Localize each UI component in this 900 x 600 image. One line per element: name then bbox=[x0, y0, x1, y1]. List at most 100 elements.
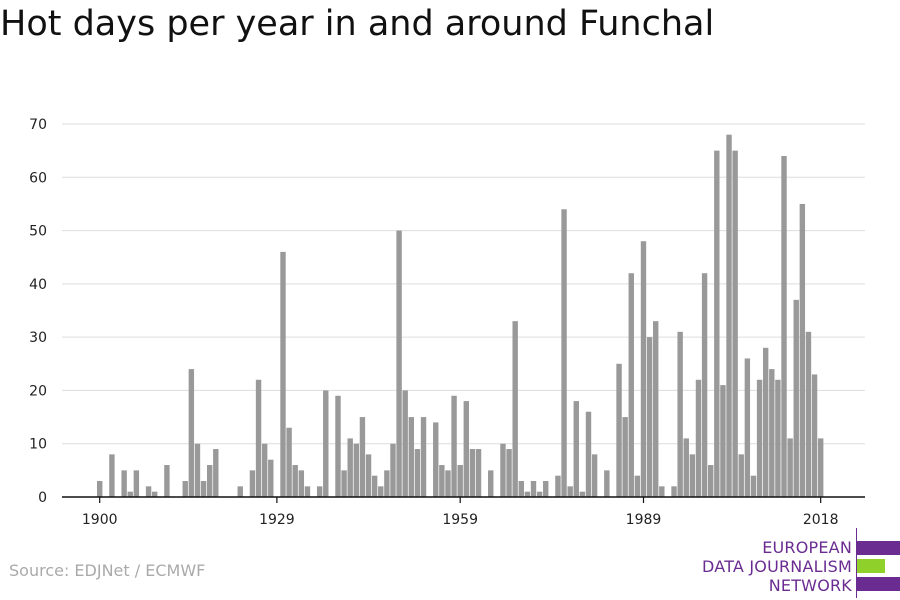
bar bbox=[817, 438, 824, 497]
logo-bar-green bbox=[857, 559, 885, 573]
x-axis-ticks: 1900 1929 1959 1989 2018 bbox=[82, 497, 839, 528]
bar bbox=[555, 475, 561, 497]
bar bbox=[298, 470, 305, 497]
bar bbox=[164, 465, 170, 497]
bar bbox=[628, 273, 634, 497]
x-tick-label: 1959 bbox=[442, 512, 478, 528]
bar bbox=[793, 299, 799, 497]
bar bbox=[151, 491, 158, 497]
bar bbox=[323, 390, 329, 497]
bar bbox=[145, 486, 152, 497]
bar bbox=[194, 443, 201, 497]
edjnet-logo: EUROPEAN DATA JOURNALISM NETWORK bbox=[700, 528, 900, 598]
y-tick-label: 0 bbox=[38, 490, 47, 506]
bar bbox=[237, 486, 243, 497]
bar bbox=[781, 155, 787, 497]
bar bbox=[714, 150, 720, 497]
bar bbox=[408, 417, 415, 497]
y-tick-label: 60 bbox=[29, 170, 47, 186]
bar bbox=[127, 491, 133, 497]
bar bbox=[646, 337, 653, 497]
bar bbox=[677, 331, 683, 497]
bar bbox=[683, 438, 689, 497]
bar bbox=[359, 417, 366, 497]
bar bbox=[738, 454, 744, 497]
y-tick-label: 40 bbox=[29, 277, 47, 293]
bar bbox=[500, 443, 506, 497]
bar bbox=[701, 273, 708, 497]
bar bbox=[653, 321, 659, 497]
bar bbox=[292, 465, 298, 497]
bar bbox=[506, 449, 512, 497]
bar bbox=[335, 395, 341, 497]
bar bbox=[188, 369, 195, 497]
bar bbox=[280, 251, 286, 497]
bar bbox=[726, 134, 732, 497]
bar bbox=[604, 470, 610, 497]
bar bbox=[420, 417, 427, 497]
bar bbox=[616, 363, 622, 497]
source-note: Source: EDJNet / ECMWF bbox=[9, 561, 206, 580]
bar bbox=[634, 475, 641, 497]
bar bbox=[708, 465, 714, 497]
bar bbox=[488, 470, 494, 497]
bar bbox=[268, 459, 274, 497]
bar bbox=[530, 481, 537, 497]
bar bbox=[390, 443, 396, 497]
bar bbox=[182, 481, 188, 497]
bar bbox=[353, 443, 360, 497]
bar bbox=[585, 411, 592, 497]
bar bbox=[121, 470, 127, 497]
bar bbox=[799, 203, 806, 497]
bar bbox=[787, 438, 793, 497]
bar bbox=[756, 379, 763, 497]
bar bbox=[762, 347, 769, 497]
bar bbox=[536, 491, 543, 497]
bar bbox=[689, 454, 696, 497]
bar bbox=[591, 454, 598, 497]
bar bbox=[567, 486, 573, 497]
bar bbox=[396, 230, 402, 497]
chart-title: Hot days per year in and around Funchal bbox=[0, 4, 715, 44]
x-tick-label: 1989 bbox=[626, 512, 662, 528]
bar bbox=[622, 417, 628, 497]
bar bbox=[97, 481, 103, 497]
gridlines bbox=[62, 123, 865, 445]
bar bbox=[439, 465, 445, 497]
logo-bar-purple-2 bbox=[857, 577, 900, 591]
bar bbox=[463, 401, 469, 497]
logo-line-2: DATA JOURNALISM bbox=[702, 557, 852, 576]
bar bbox=[286, 427, 292, 497]
x-tick-label: 2018 bbox=[803, 512, 839, 528]
bar bbox=[775, 379, 781, 497]
bar bbox=[811, 374, 818, 497]
bar bbox=[402, 390, 408, 497]
bar bbox=[512, 321, 518, 497]
bar bbox=[561, 209, 567, 497]
bar bbox=[414, 449, 421, 497]
bar bbox=[249, 470, 256, 497]
bar bbox=[805, 331, 812, 497]
bar bbox=[769, 369, 775, 497]
bar bbox=[695, 379, 702, 497]
x-tick-label: 1900 bbox=[82, 512, 118, 528]
bar bbox=[469, 449, 476, 497]
y-tick-label: 50 bbox=[29, 224, 47, 240]
bar bbox=[720, 385, 726, 497]
y-tick-label: 70 bbox=[29, 117, 47, 133]
bars bbox=[97, 134, 824, 497]
x-tick-label: 1929 bbox=[259, 512, 295, 528]
bar bbox=[200, 481, 207, 497]
bar bbox=[347, 438, 353, 497]
bar bbox=[445, 470, 451, 497]
bar bbox=[732, 150, 738, 497]
y-tick-label: 30 bbox=[29, 330, 47, 346]
bar bbox=[316, 486, 323, 497]
bar bbox=[543, 481, 549, 497]
bar bbox=[475, 449, 482, 497]
bar bbox=[255, 379, 262, 497]
bar bbox=[524, 491, 531, 497]
bar bbox=[371, 475, 378, 497]
logo-line-3: NETWORK bbox=[768, 576, 852, 595]
